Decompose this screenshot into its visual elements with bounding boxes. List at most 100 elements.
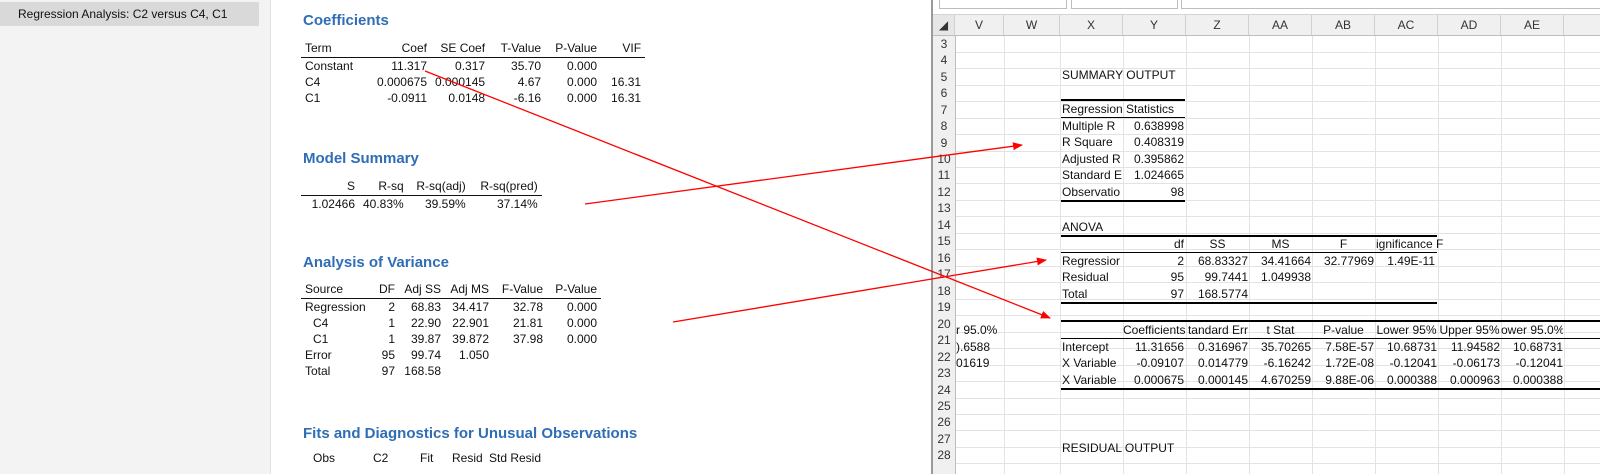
stat-label[interactable]: Standard E [1062,168,1122,182]
coef-cell[interactable]: 0.014779 [1197,356,1248,370]
row-header[interactable]: 3 [940,37,948,51]
coef-col-header[interactable]: Upper 95% [1439,323,1500,337]
stat-label[interactable]: R Square [1062,135,1113,149]
coef-cell[interactable]: 9.88E-06 [1325,373,1374,387]
coef-cell[interactable]: -0.12041 [1389,356,1437,370]
row-header[interactable]: 4 [940,53,948,67]
coef-cell[interactable]: 0.000388 [1386,373,1437,387]
anova-cell[interactable]: 99.7441 [1204,270,1248,284]
row-header[interactable]: 27 [937,432,951,446]
nav-item-regression[interactable]: Regression Analysis: C2 versus C4, C1 [0,2,259,26]
residual-output-label[interactable]: RESIDUAL OUTPUT [1062,441,1175,455]
row-header[interactable]: 23 [937,366,951,380]
column-header[interactable]: V [955,15,1004,35]
anova-col-header[interactable]: MS [1271,237,1290,251]
row-header[interactable]: 22 [937,350,951,364]
anova-cell[interactable]: 1.49E-11 [1387,254,1435,268]
row-header[interactable]: 21 [937,333,951,347]
column-header[interactable]: X [1060,15,1123,35]
coef-cell[interactable]: 0.000388 [1512,373,1563,387]
row-header[interactable]: 9 [940,136,948,150]
anova-label[interactable]: ANOVA [1062,220,1104,234]
row-header[interactable]: 19 [937,300,951,314]
v-col-cell[interactable]: r 95.0% [956,323,998,337]
row-header[interactable]: 28 [937,448,951,462]
row-header[interactable]: 20 [937,317,951,331]
coef-cell[interactable]: 0.000675 [1133,373,1184,387]
column-header[interactable]: Y [1123,15,1186,35]
anova-cell[interactable]: 97 [1170,287,1184,301]
anova-cell[interactable]: 68.83327 [1197,254,1248,268]
anova-cell[interactable]: 34.41664 [1260,254,1311,268]
row-header[interactable]: 11 [937,168,951,182]
coef-cell[interactable]: 7.58E-57 [1325,340,1374,354]
row-header[interactable]: 6 [940,86,948,100]
coef-col-header[interactable]: Coefficients [1123,323,1185,337]
select-all-corner[interactable]: ◢ [933,15,955,35]
coef-row-label[interactable]: X Variable [1062,373,1117,387]
row-header[interactable]: 8 [940,119,948,133]
anova-cell[interactable]: 95 [1170,270,1184,284]
row-header[interactable]: 18 [937,284,951,298]
coef-cell[interactable]: -0.09107 [1136,356,1184,370]
formula-input[interactable] [1181,0,1600,9]
anova-col-header[interactable]: ignificance F [1376,237,1444,251]
row-header[interactable]: 12 [937,185,951,199]
coef-col-header[interactable]: tandard Err [1187,323,1248,337]
anova-cell[interactable]: 32.77969 [1323,254,1374,268]
coef-cell[interactable]: 1.72E-08 [1325,356,1374,370]
anova-cell[interactable]: 2 [1177,254,1184,268]
coef-row-label[interactable]: X Variable [1062,356,1117,370]
coef-cell[interactable]: 10.68731 [1512,340,1563,354]
anova-row-label[interactable]: Total [1062,287,1088,301]
summary-output-label[interactable]: SUMMARY OUTPUT [1062,68,1176,82]
stat-value[interactable]: 0.408319 [1133,135,1184,149]
anova-row-label[interactable]: Residual [1062,270,1109,284]
row-header[interactable]: 26 [937,415,951,429]
column-header[interactable]: AA [1249,15,1312,35]
column-header[interactable]: AC [1375,15,1438,35]
coef-cell[interactable]: 11.94582 [1450,340,1500,354]
coef-cell[interactable]: 0.316967 [1197,340,1248,354]
v-col-cell[interactable]: 01619 [956,356,990,370]
coef-cell[interactable]: -6.16242 [1263,356,1311,370]
row-header[interactable]: 13 [937,201,951,215]
row-header[interactable]: 5 [940,70,948,84]
column-header[interactable]: Z [1186,15,1249,35]
coef-cell[interactable]: 35.70265 [1260,340,1311,354]
anova-col-header[interactable]: df [1173,237,1184,251]
coef-col-header[interactable]: ower 95.0% [1501,323,1563,337]
anova-cell[interactable]: 1.049938 [1260,270,1311,284]
anova-col-header[interactable]: SS [1209,237,1226,251]
stat-value[interactable]: 98 [1170,185,1184,199]
coef-cell[interactable]: 4.670259 [1260,373,1311,387]
anova-cell[interactable]: 168.5774 [1197,287,1248,301]
coef-cell[interactable]: 0.000963 [1449,373,1500,387]
row-header[interactable]: 24 [937,383,951,397]
regression-statistics-header[interactable]: Regression Statistics [1062,102,1175,116]
column-header[interactable]: AD [1438,15,1501,35]
coef-row-label[interactable]: Intercept [1062,340,1109,354]
coef-cell[interactable]: 11.31656 [1134,340,1184,354]
coef-cell[interactable]: 10.68731 [1386,340,1437,354]
stat-label[interactable]: Observatio [1062,185,1121,199]
row-header[interactable]: 7 [940,103,948,117]
column-header[interactable]: AE [1501,15,1564,35]
row-header[interactable]: 14 [937,218,951,232]
coef-cell[interactable]: -0.12041 [1515,356,1563,370]
row-header[interactable]: 10 [937,152,951,166]
stat-value[interactable]: 1.024665 [1133,168,1184,182]
stat-label[interactable]: Multiple R [1062,119,1116,133]
coef-col-header[interactable]: Lower 95% [1376,323,1437,337]
column-header[interactable]: AB [1312,15,1375,35]
coef-cell[interactable]: 0.000145 [1197,373,1248,387]
stat-value[interactable]: 0.395862 [1133,152,1184,166]
name-box[interactable] [939,0,1067,9]
coef-cell[interactable]: -0.06173 [1452,356,1500,370]
row-header[interactable]: 25 [937,399,951,413]
column-header[interactable]: W [1004,15,1060,35]
stat-value[interactable]: 0.638998 [1133,119,1184,133]
row-header[interactable]: 17 [937,267,951,281]
coef-col-header[interactable]: t Stat [1266,323,1295,337]
row-header[interactable]: 15 [937,234,951,248]
